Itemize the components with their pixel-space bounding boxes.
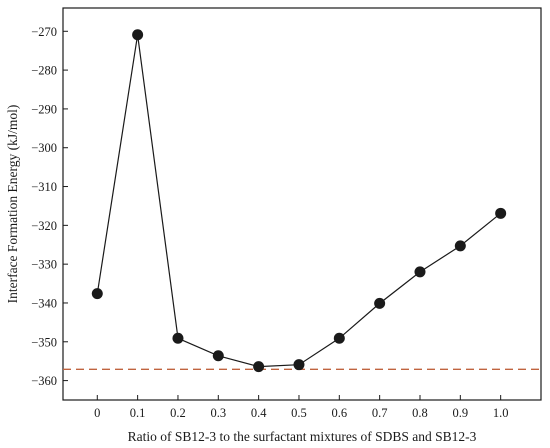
data-point [454,240,466,252]
x-tick-label: 0.6 [331,406,347,420]
y-tick-label: −270 [31,25,57,39]
x-tick-label: 1.0 [493,406,509,420]
y-tick-label: −300 [31,141,57,155]
y-tick-label: −320 [31,219,57,233]
series-line [96,34,502,368]
x-axis-title: Ratio of SB12-3 to the surfactant mixtur… [128,429,477,444]
x-tick-label: 0.1 [130,406,146,420]
data-point [414,266,426,278]
data-point [212,350,224,362]
data-point [293,359,305,371]
x-tick-label: 0.3 [210,406,226,420]
plot-frame [62,7,542,401]
x-tick-label: 0.8 [412,406,428,420]
data-point [172,332,184,344]
y-axis-title: Interface Formation Energy (kJ/mol) [5,105,20,304]
y-tick-label: −330 [31,258,57,272]
x-tick-label: 0.9 [453,406,469,420]
y-tick-label: −350 [31,335,57,349]
series-layer [91,29,507,373]
axes-layer: −270 −280 −290 −300 −310 −320 −330 −340 −350 −360… [31,7,542,420]
y-tick-label: −290 [31,102,57,116]
x-tick-label: 0.2 [170,406,186,420]
x-tick-label: 0.4 [251,406,267,420]
y-tick-label: −340 [31,296,57,310]
y-tick-label: −360 [31,374,57,388]
data-point [495,207,507,219]
data-point [374,297,386,309]
data-point [91,288,103,300]
x-tick-label: 0 [94,406,100,420]
data-point [132,29,144,41]
x-tick-label: 0.5 [291,406,307,420]
data-point [333,332,345,344]
y-tick-label: −280 [31,64,57,78]
data-point [253,361,265,373]
label-layer: Ratio of SB12-3 to the surfactant mixtur… [5,105,477,444]
x-tick-label: 0.7 [372,406,388,420]
y-tick-label: −310 [31,180,57,194]
